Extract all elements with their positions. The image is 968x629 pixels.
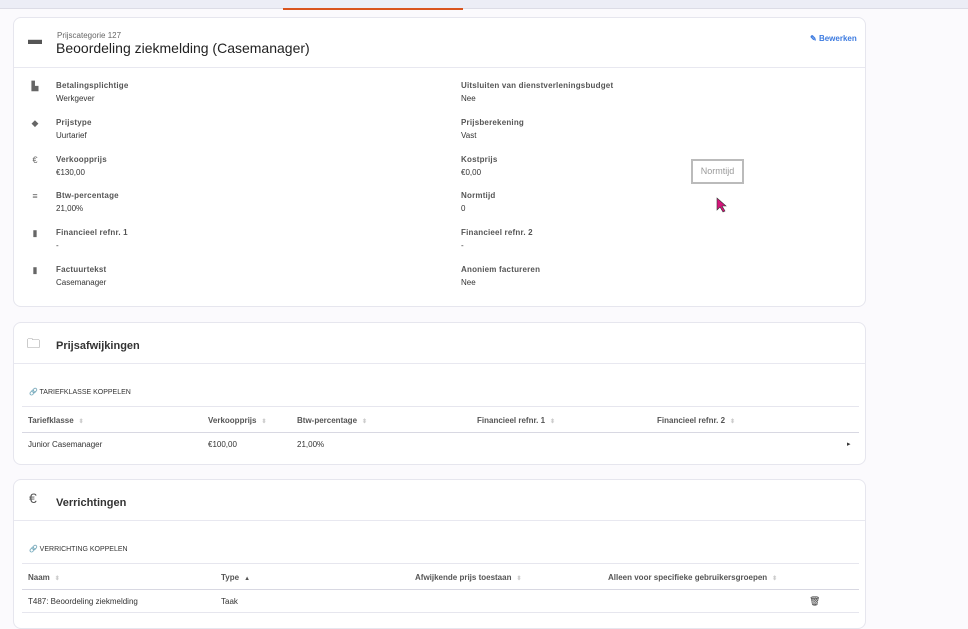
sort-icon[interactable]: ⬍ bbox=[78, 419, 84, 425]
detail-value: Casemanager bbox=[56, 278, 107, 287]
column-header-label: Tariefklasse bbox=[28, 416, 74, 425]
column-header[interactable]: Financieel refnr. 1 ⬍ bbox=[477, 416, 555, 425]
price-deviations-card: 🗀 Prijsafwijkingen 🔗 Tariefklasse koppel… bbox=[13, 322, 866, 465]
sort-icon[interactable]: ▲ bbox=[244, 576, 251, 582]
column-header-label: Naam bbox=[28, 573, 50, 582]
sort-icon[interactable]: ⬍ bbox=[362, 419, 368, 425]
sort-icon[interactable]: ⬍ bbox=[730, 419, 736, 425]
section-title: Verrichtingen bbox=[56, 497, 127, 509]
delete-icon[interactable]: 🗑 bbox=[809, 596, 821, 606]
section-title: Prijsafwijkingen bbox=[56, 340, 140, 352]
edit-icon: ✎ bbox=[810, 34, 817, 43]
table-cell: T487: Beoordeling ziekmelding bbox=[28, 597, 138, 606]
column-header[interactable]: Tariefklasse ⬍ bbox=[28, 416, 84, 425]
column-header-label: Financieel refnr. 2 bbox=[657, 416, 726, 425]
table-cell: Taak bbox=[221, 597, 238, 606]
sort-icon[interactable]: ⬍ bbox=[54, 576, 60, 582]
column-header-label: Alleen voor specifieke gebruikersgroepen bbox=[608, 573, 768, 582]
column-header[interactable]: Afwijkende prijs toestaan ⬍ bbox=[415, 573, 522, 582]
detail-value: €0,00 bbox=[461, 167, 482, 177]
detail-value: 0 bbox=[461, 204, 466, 214]
column-header-label: Type bbox=[221, 573, 240, 582]
detail-label: Betalingsplichtige bbox=[56, 81, 129, 90]
detail-label: Prijsberekening bbox=[461, 117, 525, 127]
column-header-label: Btw-percentage bbox=[297, 416, 358, 425]
detail-value: Vast bbox=[461, 130, 477, 140]
table-cell: 21,00% bbox=[297, 440, 325, 449]
detail-label: Btw-percentage bbox=[56, 191, 119, 201]
column-header-label: Financieel refnr. 1 bbox=[477, 416, 546, 425]
sort-icon[interactable]: ⬍ bbox=[516, 576, 522, 582]
detail-label: Factuurtekst bbox=[56, 265, 107, 274]
detail-label: Financieel refnr. 2 bbox=[461, 228, 533, 238]
detail-label: Normtijd bbox=[461, 191, 496, 201]
detail-label: Prijstype bbox=[56, 117, 92, 127]
sort-icon[interactable]: ⬍ bbox=[550, 419, 556, 425]
actions-card: € Verrichtingen 🔗 Verrichting koppelen N… bbox=[13, 479, 866, 629]
document-icon: ▮ bbox=[32, 228, 38, 239]
column-header[interactable]: Verkoopprijs ⬍ bbox=[208, 416, 267, 425]
tag-icon: ◆ bbox=[31, 117, 39, 128]
sort-icon[interactable]: ⬍ bbox=[261, 419, 267, 425]
list-icon: ≡ bbox=[32, 191, 38, 202]
factory-icon: ▙ bbox=[31, 81, 39, 91]
detail-value: - bbox=[56, 241, 59, 251]
top-tab-bar bbox=[0, 0, 968, 9]
expand-row-icon[interactable]: ▸ bbox=[847, 441, 851, 448]
column-header[interactable]: Alleen voor specifieke gebruikersgroepen… bbox=[608, 573, 777, 582]
detail-label: Verkoopprijs bbox=[56, 154, 107, 164]
detail-value: Nee bbox=[461, 278, 476, 287]
detail-value: 21,00% bbox=[56, 204, 84, 214]
table-cell: Junior Casemanager bbox=[28, 440, 103, 449]
column-header[interactable]: Naam ⬍ bbox=[28, 573, 60, 582]
sort-icon[interactable]: ⬍ bbox=[772, 576, 778, 582]
detail-value: Werkgever bbox=[56, 94, 95, 103]
detail-label: Uitsluiten van dienstverleningsbudget bbox=[461, 81, 614, 90]
price-category-card: ▬ Prijscategorie 127 Beoordeling ziekmel… bbox=[13, 17, 866, 307]
mouse-cursor-icon bbox=[716, 197, 727, 213]
tooltip: Normtijd bbox=[691, 159, 744, 184]
detail-label: Anoniem factureren bbox=[461, 265, 541, 274]
detail-label: Kostprijs bbox=[461, 154, 498, 164]
link-tariff-class-button[interactable]: 🔗 Tariefklasse koppelen bbox=[29, 389, 131, 396]
table-cell: €100,00 bbox=[208, 440, 237, 449]
detail-value: €130,00 bbox=[56, 167, 85, 177]
detail-value: - bbox=[461, 241, 464, 251]
link-icon: 🔗 bbox=[29, 546, 38, 553]
detail-label: Financieel refnr. 1 bbox=[56, 228, 128, 238]
folder-outline-icon: 🗀 bbox=[27, 336, 41, 351]
column-header[interactable]: Type ▲ bbox=[221, 573, 250, 582]
column-header[interactable]: Financieel refnr. 2 ⬍ bbox=[657, 416, 735, 425]
folder-icon: ▬ bbox=[28, 31, 42, 47]
detail-value: Uurtarief bbox=[56, 130, 87, 140]
column-header-label: Afwijkende prijs toestaan bbox=[415, 573, 512, 582]
link-icon: 🔗 bbox=[29, 389, 38, 396]
edit-button[interactable]: ✎ Bewerken bbox=[810, 34, 857, 43]
active-tab-indicator bbox=[283, 8, 463, 10]
euro-icon: € bbox=[29, 490, 37, 506]
column-header[interactable]: Btw-percentage ⬍ bbox=[297, 416, 367, 425]
document-icon: ▮ bbox=[32, 265, 38, 275]
euro-icon: € bbox=[32, 154, 38, 165]
detail-value: Nee bbox=[461, 94, 476, 103]
category-subtitle: Prijscategorie 127 bbox=[57, 31, 122, 40]
page-title: Beoordeling ziekmelding (Casemanager) bbox=[56, 40, 310, 56]
column-header-label: Verkoopprijs bbox=[208, 416, 257, 425]
link-action-button[interactable]: 🔗 Verrichting koppelen bbox=[29, 546, 128, 553]
